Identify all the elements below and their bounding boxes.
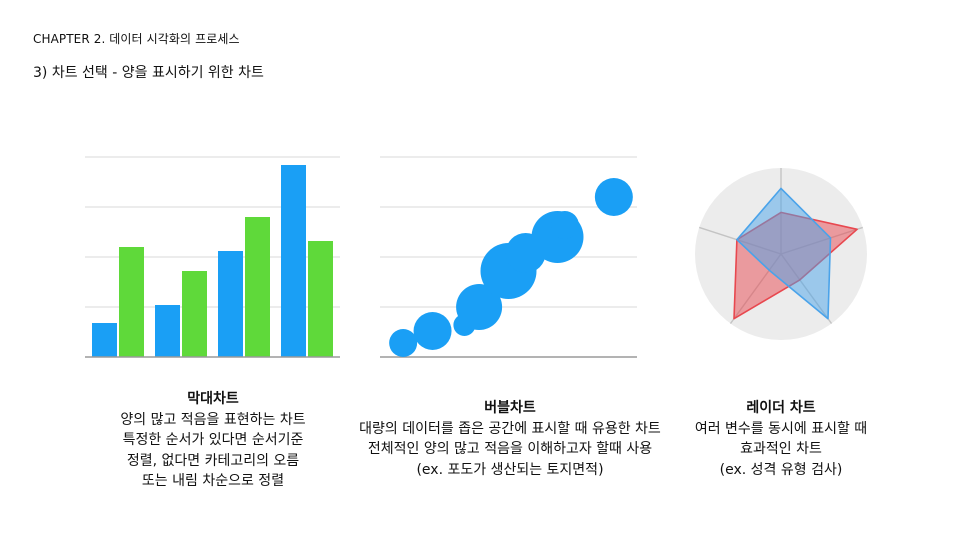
caption-line: (ex. 포도가 생산되는 토지면적) [416,461,604,478]
bubble [413,312,452,350]
bar [218,251,243,357]
bubble [456,284,503,330]
caption-line: 정렬, 없다면 카테고리의 오름 [126,452,300,469]
bar-chart-caption: 막대차트 양의 많고 적음을 표현하는 차트 특정한 순서가 있다면 순서기준 … [93,389,333,492]
caption-line: 양의 많고 적음을 표현하는 차트 [120,411,306,428]
bubble-chart-caption: 버블차트 대량의 데이터를 좁은 공간에 표시할 때 유용한 차트 전체적인 양… [340,398,680,480]
chapter-heading: CHAPTER 2. 데이터 시각화의 프로세스 [33,32,240,46]
section-subtitle: 3) 차트 선택 - 양을 표시하기 위한 차트 [33,65,264,81]
radar-series [736,187,832,320]
bar [182,271,207,357]
bar-chart-title: 막대차트 [187,391,239,407]
caption-line: 전체적인 양의 많고 적음을 이해하고자 할때 사용 [367,441,653,457]
bubble-chart-example [380,156,637,358]
bar-chart-example [85,156,340,358]
caption-line: 또는 내림 차순으로 정렬 [141,473,285,489]
caption-line: 여러 변수를 동시에 표시할 때 [694,420,868,437]
radar-chart-caption: 레이더 차트 여러 변수를 동시에 표시할 때 효과적인 차트 (ex. 성격 … [678,398,884,480]
caption-line: 대량의 데이터를 좁은 공간에 표시할 때 유용한 차트 [359,420,661,437]
bar [155,305,180,357]
caption-line: 특정한 순서가 있다면 순서기준 [122,432,304,448]
bar [281,165,306,357]
bubble [550,211,579,239]
bubble [389,329,418,357]
bar [245,217,270,357]
caption-line: (ex. 성격 유형 검사) [719,461,843,478]
bar [119,247,144,357]
radar-chart-title: 레이더 차트 [746,400,816,416]
bubble-chart-title: 버블차트 [484,400,536,416]
bubble [594,178,633,216]
bar [308,241,333,357]
bar [92,323,117,357]
caption-line: 효과적인 차트 [740,441,822,457]
radar-chart-example [695,168,867,340]
